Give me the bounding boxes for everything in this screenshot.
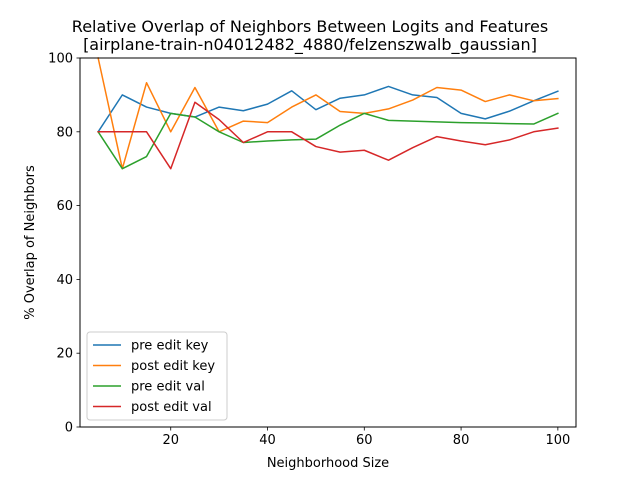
y-tick-label: 80 (56, 125, 73, 140)
x-tick-label: 40 (259, 433, 276, 448)
y-tick-label: 20 (56, 347, 73, 362)
x-tick-label: 20 (162, 433, 179, 448)
plot-frame (79, 57, 577, 428)
legend-label-3: post edit val (131, 400, 212, 415)
legend-label-2: pre edit val (131, 380, 205, 395)
y-tick-label: 0 (65, 421, 73, 436)
legend-label-0: pre edit key (131, 339, 209, 354)
series-line-3 (97, 101, 559, 170)
legend-frame (86, 331, 228, 421)
y-tick-label: 60 (56, 199, 73, 214)
x-tick-label: 80 (453, 433, 470, 448)
y-axis: 0 20 40 60 80 100 (48, 52, 80, 436)
x-axis-label: Neighborhood Size (267, 456, 389, 471)
x-axis: 20 40 60 80 100 (162, 427, 570, 448)
y-tick-label: 100 (48, 52, 73, 67)
plot-lines (97, 57, 559, 170)
x-tick-label: 60 (356, 433, 373, 448)
x-tick-label: 100 (545, 433, 570, 448)
series-line-2 (97, 112, 559, 170)
y-tick-label: 40 (56, 273, 73, 288)
chart-title-line-2: [airplane-train-n04012482_4880/felzenszw… (83, 35, 537, 55)
legend: pre edit key post edit key pre edit val pos… (86, 331, 228, 421)
y-axis-label: % Overlap of Neighbors (23, 165, 38, 320)
legend-label-1: post edit key (131, 359, 215, 374)
chart-title-line-1: Relative Overlap of Neighbors Between Lo… (72, 17, 548, 36)
series-line-1 (97, 57, 559, 170)
